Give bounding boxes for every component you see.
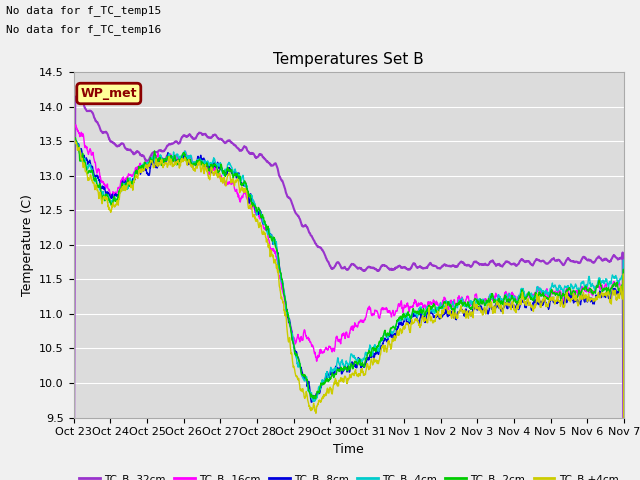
X-axis label: Time: Time bbox=[333, 443, 364, 456]
Title: Temperatures Set B: Temperatures Set B bbox=[273, 52, 424, 67]
Y-axis label: Temperature (C): Temperature (C) bbox=[20, 194, 33, 296]
Legend: TC_B -32cm, TC_B -16cm, TC_B -8cm, TC_B -4cm, TC_B -2cm, TC_B +4cm: TC_B -32cm, TC_B -16cm, TC_B -8cm, TC_B … bbox=[75, 469, 623, 480]
Text: No data for f_TC_temp16: No data for f_TC_temp16 bbox=[6, 24, 162, 35]
Text: WP_met: WP_met bbox=[81, 87, 137, 100]
Text: No data for f_TC_temp15: No data for f_TC_temp15 bbox=[6, 5, 162, 16]
